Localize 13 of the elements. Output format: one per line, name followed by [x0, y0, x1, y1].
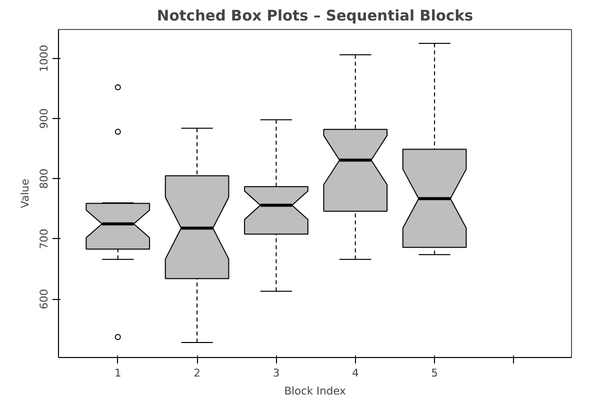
- y-axis-title: Value: [18, 178, 32, 208]
- y-tick-label: 1000: [38, 44, 50, 72]
- y-tick-label: 900: [38, 108, 50, 129]
- x-tick-label: 4: [352, 366, 359, 380]
- x-axis-title: Block Index: [284, 384, 346, 398]
- chart-title: Notched Box Plots – Sequential Blocks: [156, 8, 474, 24]
- y-tick-label: 600: [38, 288, 50, 310]
- x-tick-label: 2: [194, 366, 200, 380]
- x-tick-label: 3: [272, 366, 280, 380]
- y-tick-label: 800: [38, 168, 50, 189]
- y-tick-label: 700: [38, 228, 50, 250]
- x-tick-label: 1: [114, 366, 122, 380]
- x-tick-label: 5: [431, 366, 438, 380]
